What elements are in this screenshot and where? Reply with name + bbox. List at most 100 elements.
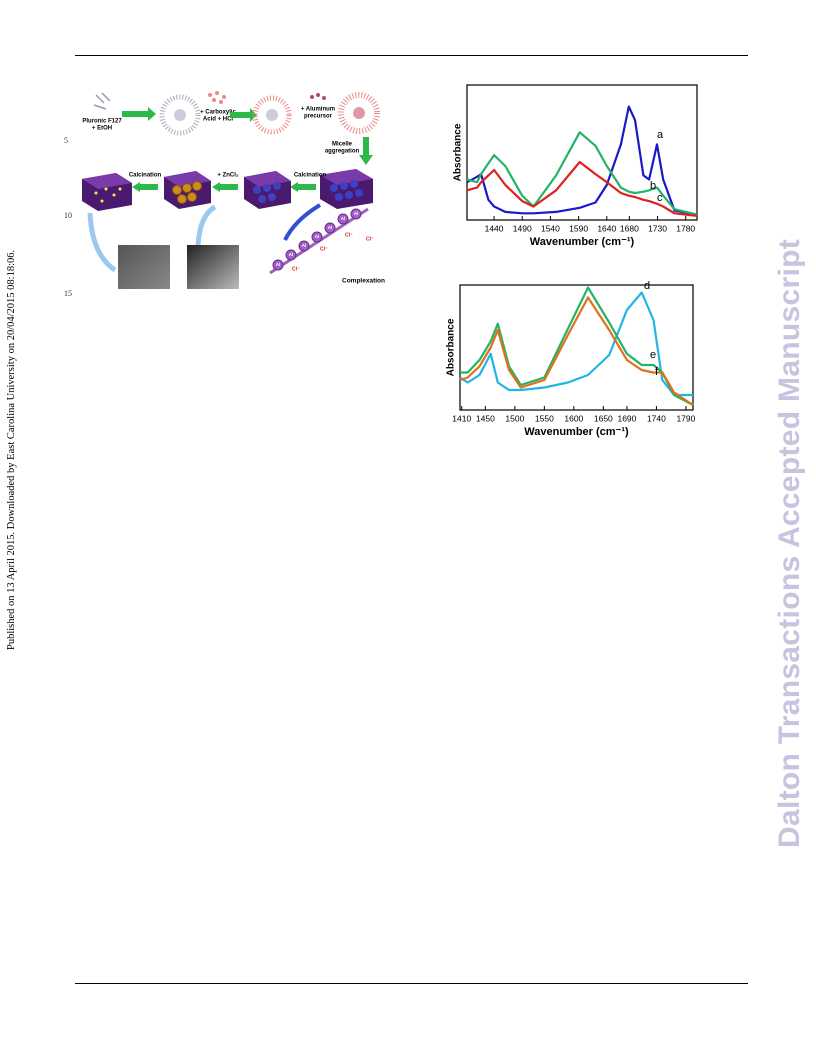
arrow	[220, 184, 238, 190]
cl-labels: Cl⁻ Cl⁻ Cl⁻ Cl⁻	[292, 232, 374, 272]
x-tick-label: 1790	[676, 413, 695, 423]
arrow	[148, 107, 156, 121]
series-line	[459, 291, 693, 397]
series-line	[466, 105, 698, 216]
x-tick-label: 1650	[594, 413, 613, 423]
arrow	[359, 155, 373, 165]
al-label: Al	[302, 243, 307, 248]
arrow	[363, 137, 369, 155]
arrow	[212, 182, 220, 192]
arrow	[250, 108, 257, 122]
label: Acid + HCl	[203, 117, 234, 123]
y-axis-title: Absorbance	[446, 318, 457, 376]
header-rule	[75, 55, 748, 56]
al-label: Al	[328, 225, 333, 230]
label: aggregation	[325, 149, 360, 155]
micelle	[338, 92, 380, 134]
arrow	[298, 184, 316, 190]
x-tick-label: 1600	[564, 413, 583, 423]
molecules	[310, 93, 326, 100]
arrow	[140, 184, 158, 190]
series-label: d	[644, 280, 650, 292]
al-label: Al	[289, 252, 294, 257]
label: + EtOH	[92, 126, 112, 132]
arrow	[283, 203, 322, 241]
x-tick-label: 1780	[676, 223, 695, 233]
watermark: Dalton Transactions Accepted Manuscript	[773, 238, 806, 848]
label: Micelle	[332, 142, 353, 148]
prism	[164, 171, 211, 209]
polymer-chain	[269, 207, 369, 275]
x-tick-label: 1450	[476, 413, 495, 423]
x-tick-label: 1410	[452, 413, 471, 423]
series-line	[460, 286, 694, 406]
cl-label: Cl⁻	[292, 266, 300, 272]
series-label: c	[657, 192, 663, 204]
x-tick-label: 1500	[505, 413, 524, 423]
line-number: 10	[64, 211, 72, 220]
tem-image	[187, 245, 239, 289]
micelle-core	[353, 107, 365, 119]
cl-label: Cl⁻	[345, 232, 353, 238]
label: + ZnCl₂	[217, 173, 239, 179]
footer-rule	[75, 983, 748, 984]
x-tick-label: 1730	[648, 223, 667, 233]
prism	[244, 171, 291, 209]
al-label: Al	[354, 211, 359, 216]
charts: 1440 1490 1540 1590 1640 1680 1730 1780 Wavenumb…	[446, 84, 698, 438]
label: + Aluminum	[301, 107, 335, 113]
molecules	[93, 92, 111, 110]
arrow	[230, 112, 250, 118]
x-tick-label: 1740	[647, 413, 666, 423]
label: Calcination	[294, 173, 327, 179]
plot-frame	[466, 84, 698, 221]
x-tick-label: 1540	[541, 223, 560, 233]
arrow	[87, 212, 117, 273]
series-label: a	[657, 129, 664, 141]
y-axis-title: Absorbance	[453, 123, 464, 181]
series-label: f	[655, 366, 659, 378]
label: Complexation	[342, 278, 385, 285]
molecules	[208, 91, 226, 104]
series-label: b	[650, 180, 656, 192]
arrow	[290, 182, 298, 192]
x-tick-label: 1690	[617, 413, 636, 423]
x-tick-label: 1490	[513, 223, 532, 233]
series-line	[466, 131, 698, 216]
arrow	[195, 204, 217, 246]
label: Calcination	[129, 173, 162, 179]
x-tick-label: 1440	[485, 223, 504, 233]
line-number: 5	[64, 136, 68, 145]
line-number: 15	[64, 289, 72, 298]
label: precursor	[304, 114, 333, 120]
micelle	[159, 94, 201, 136]
side-note: Published on 13 April 2015. Downloaded b…	[6, 249, 17, 650]
series-line	[459, 296, 694, 406]
cl-label: Cl⁻	[366, 236, 374, 242]
micelle-core	[266, 109, 278, 121]
arrow	[122, 111, 148, 117]
al-labels: Al Al Al Al Al Al Al	[276, 211, 359, 267]
x-tick-label: 1680	[620, 223, 639, 233]
x-tick-label: 1640	[597, 223, 616, 233]
x-axis-title: Wavenumber (cm⁻¹)	[530, 236, 635, 248]
tem-image	[118, 245, 170, 289]
prism	[82, 173, 132, 211]
series-line	[466, 160, 698, 217]
x-axis-title: Wavenumber (cm⁻¹)	[524, 426, 629, 438]
al-label: Al	[276, 262, 281, 267]
micelle-core	[174, 109, 186, 121]
scheme: Pluronic F127 + EtOH + Carboxylic Acid +…	[82, 91, 385, 289]
al-label: Al	[315, 234, 320, 239]
al-label: Al	[341, 216, 346, 221]
arrow	[132, 182, 140, 192]
label: + Carboxylic	[200, 110, 237, 116]
plot-frame	[459, 284, 694, 411]
cl-label: Cl⁻	[320, 246, 328, 252]
prism	[320, 169, 373, 209]
x-tick-label: 1550	[535, 413, 554, 423]
label: Pluronic F127	[82, 119, 122, 125]
series-label: e	[650, 349, 656, 361]
micelle	[252, 95, 292, 135]
